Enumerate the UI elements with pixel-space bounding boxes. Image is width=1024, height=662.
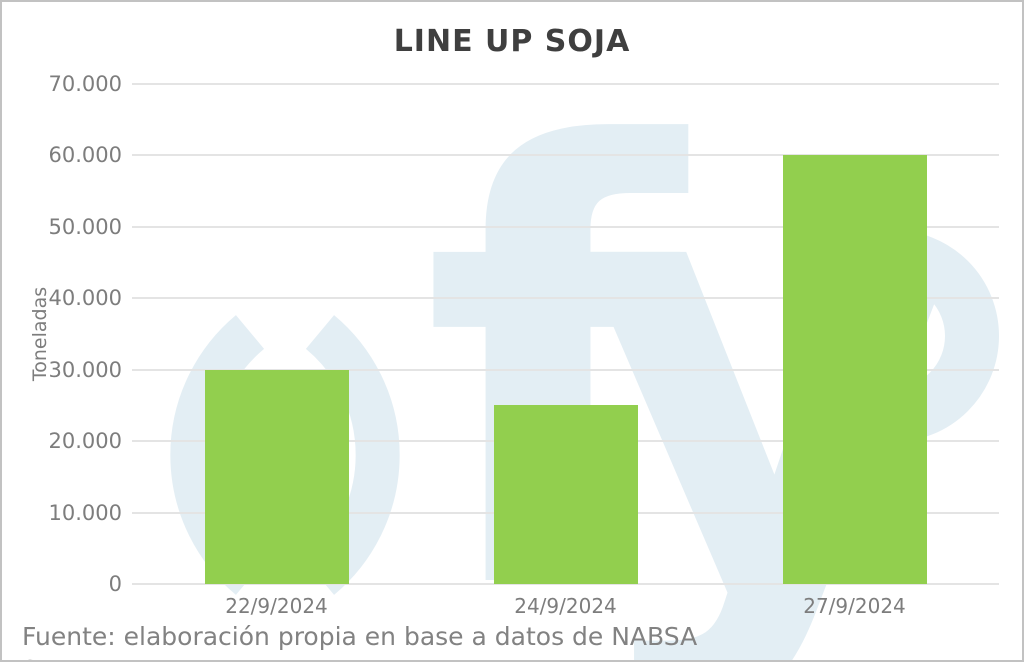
- x-tick-label: 27/9/2024: [803, 594, 906, 618]
- bar: [782, 155, 927, 584]
- gridline: [132, 583, 999, 585]
- y-tick-label: 70.000: [48, 72, 122, 96]
- x-tick-label: 22/9/2024: [225, 594, 328, 618]
- bar: [493, 405, 638, 584]
- chart-title: LINE UP SOJA: [393, 24, 631, 59]
- x-tick-label: 24/9/2024: [514, 594, 617, 618]
- gridline: [132, 368, 999, 371]
- y-tick-label: 20.000: [48, 429, 122, 454]
- gridline: [132, 83, 999, 85]
- y-tick-label: 60.000: [48, 143, 122, 168]
- plot-area: [132, 83, 999, 585]
- source-line-2: S.A.: [22, 653, 697, 660]
- y-tick-label: 50.000: [48, 214, 122, 239]
- y-axis-tick-labels: 0 10.000 20.000 30.000 40.000 50.000 60.000 70.…: [2, 73, 122, 595]
- source-note: Fuente: elaboración propia en base a dat…: [22, 620, 698, 660]
- gridline: [132, 225, 999, 228]
- gridline: [132, 297, 999, 300]
- y-tick-label: 0: [108, 572, 122, 596]
- source-line-1: Fuente: elaboración propia en base a dat…: [22, 622, 698, 651]
- gridline: [132, 154, 999, 157]
- bar: [204, 369, 349, 584]
- y-tick-label: 40.000: [48, 286, 122, 311]
- y-tick-label: 30.000: [48, 357, 122, 382]
- x-axis-tick-labels: 22/9/2024 24/9/2024 27/9/2024: [132, 594, 999, 620]
- y-tick-label: 10.000: [48, 500, 122, 525]
